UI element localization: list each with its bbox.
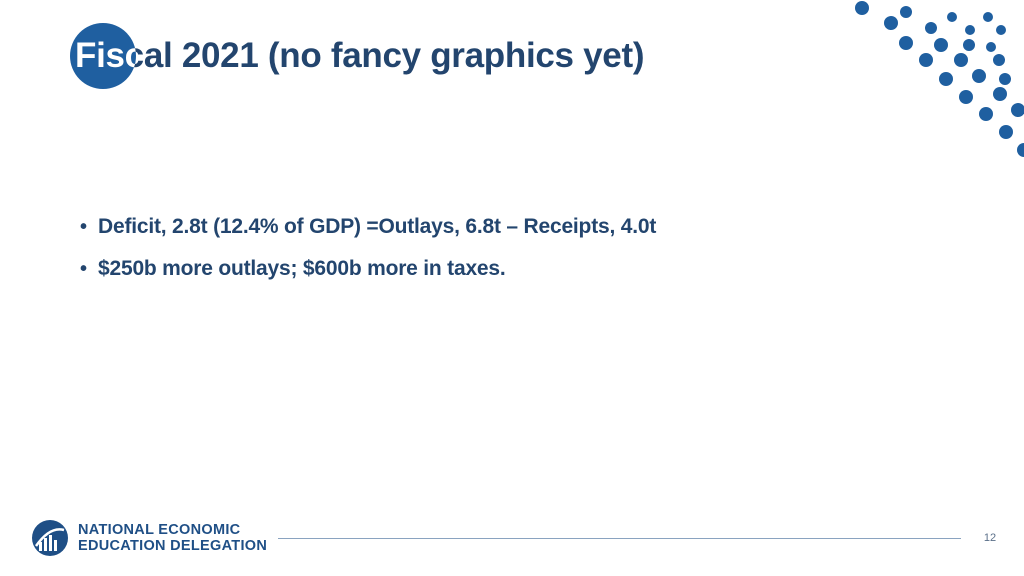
logo: NATIONAL ECONOMIC EDUCATION DELEGATION <box>30 518 267 558</box>
page-number: 12 <box>983 532 997 544</box>
bullet-list: • Deficit, 2.8t (12.4% of GDP) =Outlays,… <box>80 213 656 297</box>
globe-icon <box>32 520 68 556</box>
logo-line-1: NATIONAL ECONOMIC <box>78 522 241 538</box>
bullet-text-deficit: Deficit, 2.8t (12.4% of GDP) =Outlays, 6… <box>98 215 657 238</box>
bullet-item: • Deficit, 2.8t (12.4% of GDP) =Outlays,… <box>80 213 656 241</box>
bullet-marker: • <box>80 216 88 238</box>
footer-divider <box>278 538 961 539</box>
bullet-item: • $250b more outlays; $600b more in taxe… <box>80 255 656 283</box>
slide-title-overlay: Fiscal 2021 (no fancy graphics yet) <box>75 36 645 75</box>
bullet-text-outlays-taxes: $250b more outlays; $600b more in taxes. <box>98 257 506 280</box>
slide-title: Fiscal 2021 (no fancy graphics yet) <box>75 36 645 75</box>
logo-line-2: EDUCATION DELEGATION <box>78 538 268 554</box>
decorative-dots-icon <box>855 1 1024 157</box>
logo-text: NATIONAL ECONOMIC EDUCATION DELEGATION <box>78 522 267 554</box>
bullet-marker: • <box>80 258 88 280</box>
title-accent-circle <box>70 23 136 89</box>
